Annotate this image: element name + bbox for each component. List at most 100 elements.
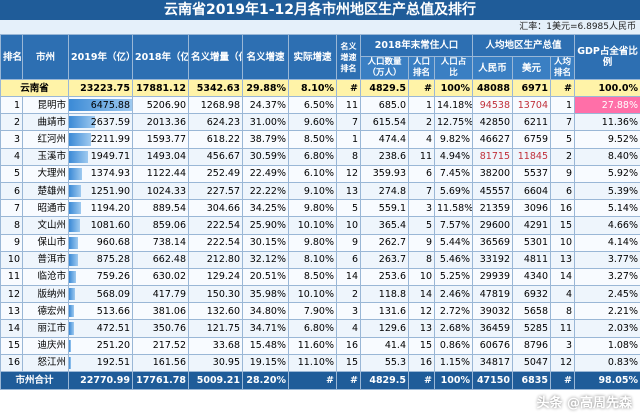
gdp-bar — [69, 253, 78, 266]
gdp-bar-label: 1251.90 — [90, 185, 130, 197]
population-share-cell: 5.44% — [434, 233, 473, 252]
col-per-capita-rank: 人均排名 — [549, 56, 576, 80]
table-row: 5 大理州 1374.93 1122.44 252.49 22.49% 6.10% 12 359… — [0, 164, 640, 183]
growth-rank-cell: 10 — [336, 216, 361, 235]
increment-cell: 150.30 — [188, 285, 243, 304]
increment-cell: 456.67 — [188, 147, 243, 166]
rank-cell: 12 — [0, 285, 23, 304]
col-real-growth: 实际增速 — [288, 34, 337, 80]
nominal-growth-cell: 34.25% — [242, 199, 289, 218]
per-capita-rmb-cell: 94538 — [472, 95, 513, 115]
province-growth-rank: # — [336, 79, 361, 97]
rank-cell: 2 — [0, 113, 23, 132]
per-capita-rmb-cell: 81715 — [472, 147, 513, 166]
gdp-bar-label: 6475.88 — [90, 99, 130, 111]
growth-rank-cell: 14 — [336, 267, 361, 287]
gdp2018-cell: 381.06 — [132, 302, 189, 321]
real-growth-cell: 9.60% — [288, 113, 337, 132]
col-per-capita-rmb: 人民币 — [472, 56, 513, 80]
table-row: 3 红河州 2211.99 1593.77 618.22 38.79% 8.50% 1 474.… — [0, 130, 640, 149]
watermark: 头条 @高周先森 — [536, 396, 632, 411]
population-rank-cell: 1 — [408, 95, 435, 115]
rank-cell: 14 — [0, 319, 23, 338]
per-capita-rmb-cell: 21359 — [472, 199, 513, 218]
gdp-share-cell: 5.14% — [574, 199, 640, 218]
gdp-share-cell: 3.77% — [574, 250, 640, 269]
gdp-share-cell: 1.08% — [574, 336, 640, 355]
header-row: 排名 市州 2019年（亿） 2018年（亿） 名义增量（亿） 名义增速 实际增… — [0, 34, 640, 80]
per-capita-rank-cell: 6 — [549, 181, 576, 201]
city-cell: 版纳州 — [22, 285, 69, 304]
col-growth-rank: 名义增速排名 — [336, 34, 361, 80]
table-row: 8 文山州 1081.60 859.06 222.54 25.90% 10.10% 10 365… — [0, 216, 640, 235]
per-capita-rmb-cell: 36569 — [472, 233, 513, 252]
city-cell: 德宏州 — [22, 302, 69, 321]
gdp2019-cell: 513.66 — [68, 302, 133, 321]
rank-cell: 7 — [0, 199, 23, 218]
per-capita-rmb-cell: 42850 — [472, 113, 513, 132]
gdp2018-cell: 161.56 — [132, 353, 189, 373]
per-capita-rank-cell: 16 — [549, 199, 576, 218]
population-rank-cell: 6 — [408, 164, 435, 183]
province-population: 4829.5 — [360, 79, 409, 97]
per-capita-rmb-cell: 33192 — [472, 250, 513, 269]
real-growth-cell: 8.50% — [288, 130, 337, 149]
gdp-bar — [69, 150, 88, 163]
gdp-share-cell: 27.88% — [574, 95, 640, 115]
gdp2018-cell: 2013.36 — [132, 113, 189, 132]
per-capita-rank-cell: 12 — [549, 353, 576, 373]
increment-cell: 222.54 — [188, 233, 243, 252]
growth-rank-cell: 11 — [336, 95, 361, 115]
table-row: 15 迪庆州 251.20 217.52 33.68 15.48% 11.60% 16 41.4… — [0, 336, 640, 355]
nominal-growth-cell: 31.00% — [242, 113, 289, 132]
city-cell: 玉溪市 — [22, 147, 69, 166]
nominal-growth-cell: 32.12% — [242, 250, 289, 269]
col-gdp-share: GDP占全省比例 — [574, 34, 640, 80]
nominal-growth-cell: 20.51% — [242, 267, 289, 287]
real-growth-cell: 6.80% — [288, 147, 337, 166]
gdp2018-cell: 889.54 — [132, 199, 189, 218]
gdp-bar-label: 875.28 — [96, 254, 130, 266]
growth-rank-cell: 1 — [336, 130, 361, 149]
increment-cell: 227.57 — [188, 181, 243, 201]
gdp-bar-label: 568.09 — [96, 288, 130, 300]
gdp2018-cell: 859.06 — [132, 216, 189, 235]
per-capita-rmb-cell: 60676 — [472, 336, 513, 355]
population-share-cell: 2.72% — [434, 302, 473, 321]
per-capita-rank-cell: 11 — [549, 319, 576, 338]
province-population-rank: # — [408, 79, 435, 97]
growth-rank-cell: 9 — [336, 233, 361, 252]
city-cell: 大理州 — [22, 164, 69, 183]
gdp2019-cell: 6475.88 — [68, 95, 133, 115]
per-capita-usd-cell: 11845 — [512, 147, 551, 166]
table-row: 7 昭通市 1194.20 889.54 304.66 34.25% 9.80% 5 559.1… — [0, 199, 640, 218]
rank-cell: 6 — [0, 181, 23, 201]
total-gdp-share: 98.05% — [574, 371, 640, 390]
nominal-growth-cell: 19.15% — [242, 353, 289, 373]
real-growth-cell: 9.10% — [288, 181, 337, 201]
per-capita-usd-cell: 4340 — [512, 267, 551, 287]
nominal-growth-cell: 22.49% — [242, 164, 289, 183]
total-growth-rank: # — [336, 371, 361, 390]
growth-rank-cell: 2 — [336, 285, 361, 304]
per-capita-usd-cell: 4811 — [512, 250, 551, 269]
gdp2019-cell: 192.51 — [68, 353, 133, 373]
rank-cell: 5 — [0, 164, 23, 183]
gdp2019-cell: 1374.93 — [68, 164, 133, 183]
gdp2018-cell: 1024.33 — [132, 181, 189, 201]
province-population-share: 100% — [434, 79, 473, 97]
increment-cell: 1268.98 — [188, 95, 243, 115]
gdp-share-cell: 2.45% — [574, 285, 640, 304]
gdp-bar-label: 513.66 — [96, 305, 130, 317]
gdp2018-cell: 350.76 — [132, 319, 189, 338]
per-capita-usd-cell: 3096 — [512, 199, 551, 218]
growth-rank-cell: 7 — [336, 113, 361, 132]
col-gdp2018: 2018年（亿） — [132, 34, 189, 80]
province-per-capita-rmb: 48088 — [472, 79, 513, 97]
population-rank-cell: 2 — [408, 113, 435, 132]
gdp-bar-label: 960.68 — [96, 237, 130, 249]
population-share-cell: 0.86% — [434, 336, 473, 355]
rank-cell: 13 — [0, 302, 23, 321]
total-name: 市州合计 — [0, 371, 69, 390]
nominal-growth-cell: 22.22% — [242, 181, 289, 201]
